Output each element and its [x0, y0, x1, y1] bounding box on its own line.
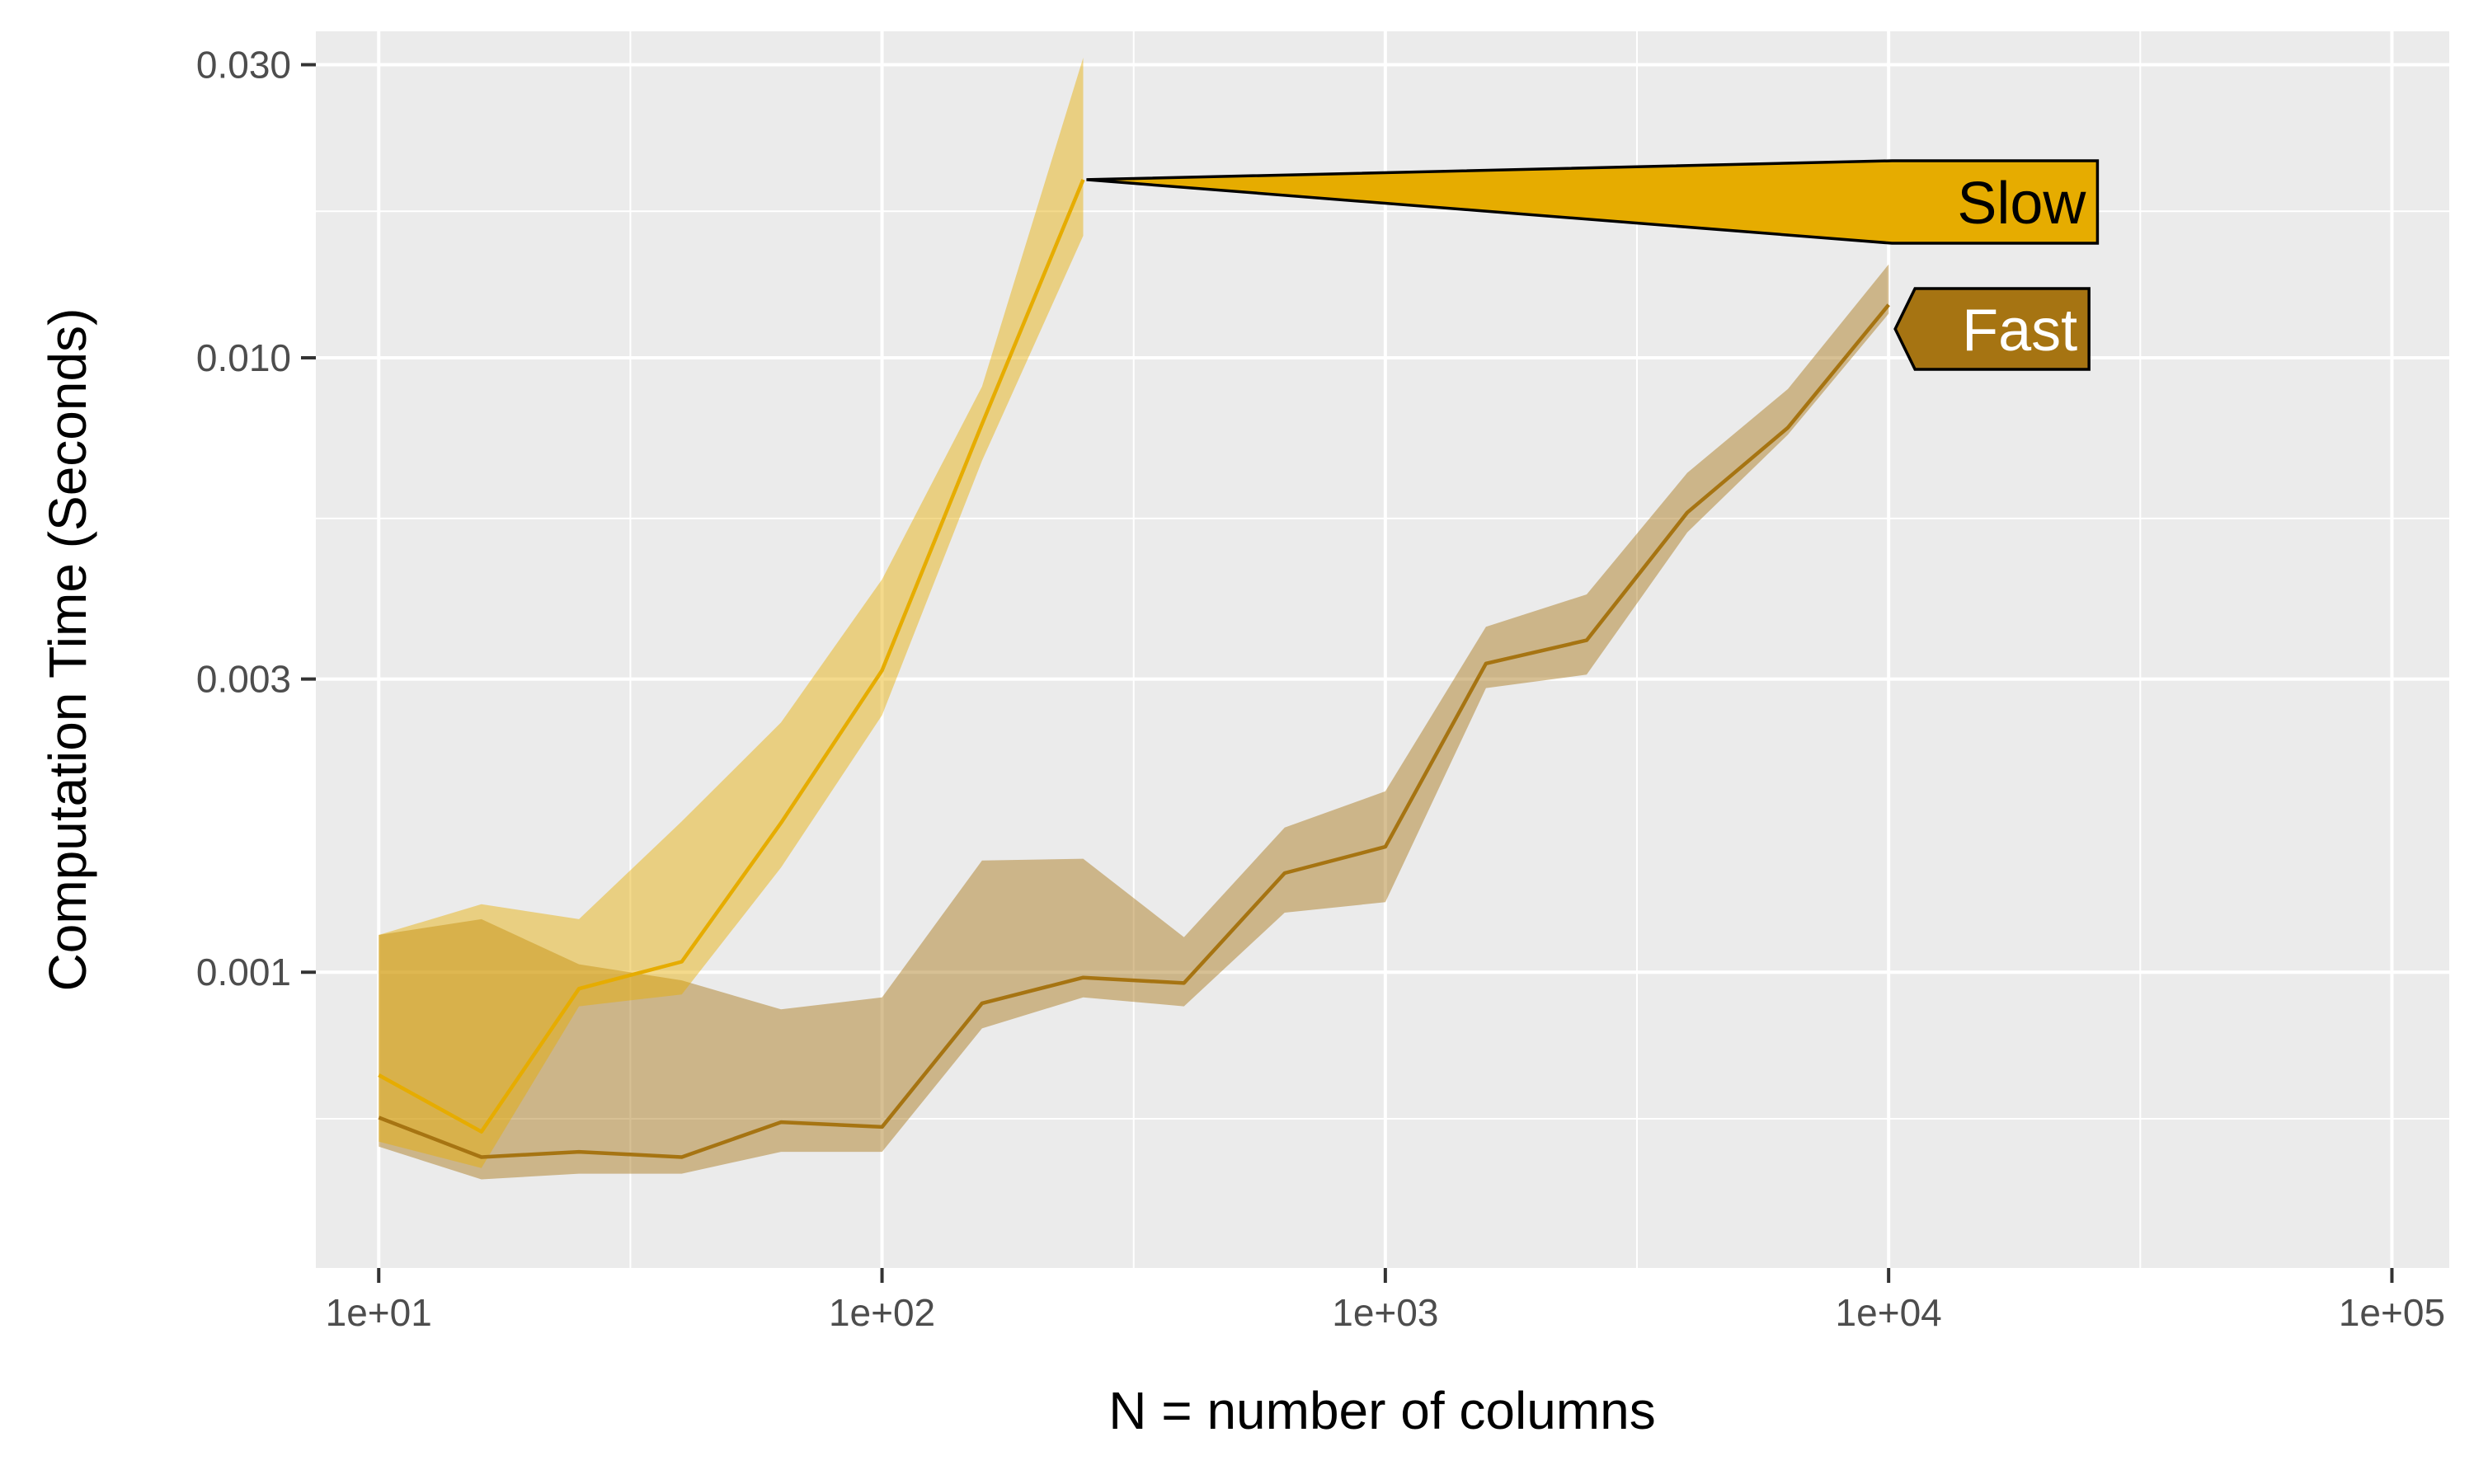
x-tick-label: 1e+03 [1332, 1291, 1438, 1334]
y-axis-title: Computation Time (Seconds) [38, 308, 97, 992]
y-tick-label: 0.010 [196, 336, 291, 379]
y-tick-label: 0.003 [196, 658, 291, 701]
line-fast [378, 303, 1890, 1159]
y-tick-label: 0.030 [196, 44, 291, 87]
x-tick-label: 1e+02 [829, 1291, 935, 1334]
major-gridlines [316, 31, 2449, 1268]
band-slow [379, 58, 1084, 1168]
band-fast [379, 264, 1889, 1180]
line-slow [378, 179, 1085, 1134]
x-axis: 1e+01 1e+02 1e+03 1e+04 1e+05 [326, 1268, 2445, 1334]
label-box-slow [1086, 159, 2100, 245]
x-axis-title: N = number of columns [1108, 1381, 1655, 1440]
series-labels: Slow Fast [1086, 159, 2100, 371]
label-text-slow: Slow [1957, 171, 2086, 237]
y-axis: 0.001 0.003 0.010 0.030 [196, 44, 316, 993]
label-box-fast [1893, 287, 2091, 371]
series-lines [378, 179, 1890, 1159]
y-tick-label: 0.001 [196, 951, 291, 993]
x-tick-label: 1e+05 [2339, 1291, 2445, 1334]
x-tick-label: 1e+01 [326, 1291, 432, 1334]
label-text-fast: Fast [1962, 298, 2077, 364]
confidence-bands [379, 58, 1889, 1180]
x-tick-label: 1e+04 [1836, 1291, 1942, 1334]
